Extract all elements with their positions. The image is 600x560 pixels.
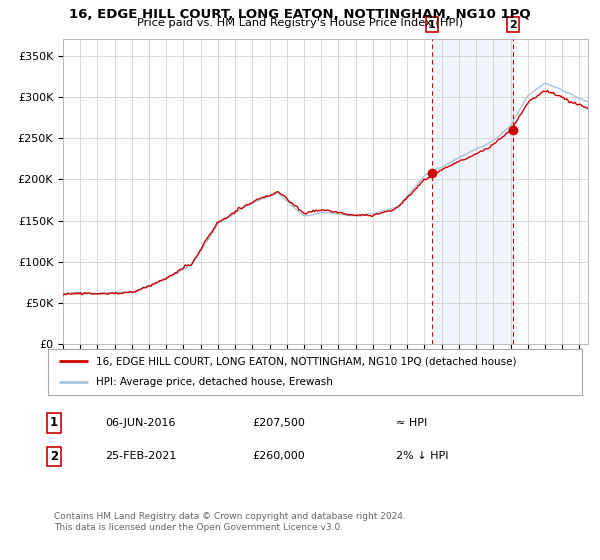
Text: 16, EDGE HILL COURT, LONG EATON, NOTTINGHAM, NG10 1PQ: 16, EDGE HILL COURT, LONG EATON, NOTTING…: [69, 8, 531, 21]
Text: Contains HM Land Registry data © Crown copyright and database right 2024.
This d: Contains HM Land Registry data © Crown c…: [54, 512, 406, 532]
Text: 1: 1: [428, 20, 436, 30]
Text: 2: 2: [509, 20, 517, 30]
Text: 16, EDGE HILL COURT, LONG EATON, NOTTINGHAM, NG10 1PQ (detached house): 16, EDGE HILL COURT, LONG EATON, NOTTING…: [96, 356, 517, 366]
Bar: [432, 39, 513, 344]
Text: Price paid vs. HM Land Registry's House Price Index (HPI): Price paid vs. HM Land Registry's House …: [137, 18, 463, 28]
Text: 06-JUN-2016: 06-JUN-2016: [105, 418, 176, 428]
Text: £260,000: £260,000: [252, 451, 305, 461]
Text: £207,500: £207,500: [252, 418, 305, 428]
Text: 2% ↓ HPI: 2% ↓ HPI: [396, 451, 449, 461]
Text: 2: 2: [50, 450, 58, 463]
Text: 25-FEB-2021: 25-FEB-2021: [105, 451, 176, 461]
Text: 1: 1: [50, 416, 58, 430]
Text: HPI: Average price, detached house, Erewash: HPI: Average price, detached house, Erew…: [96, 377, 333, 388]
Text: ≈ HPI: ≈ HPI: [396, 418, 427, 428]
